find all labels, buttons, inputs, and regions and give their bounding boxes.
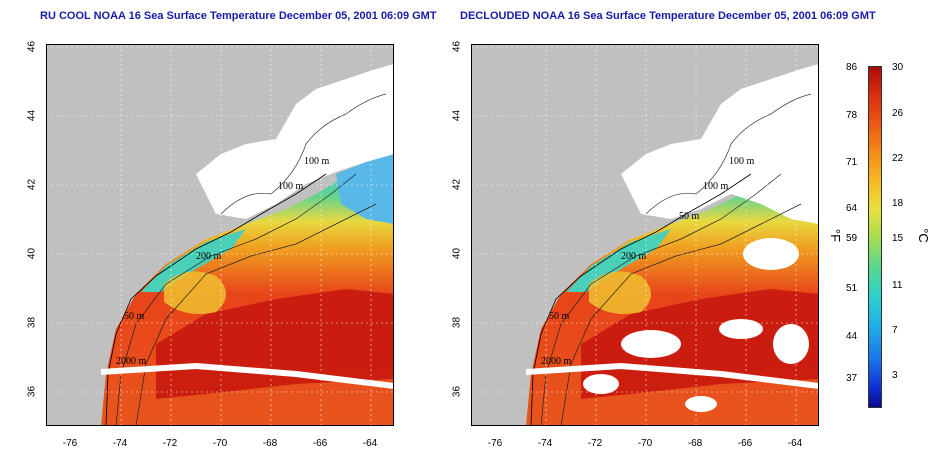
coastline xyxy=(530,173,752,426)
contour-label-2000m: 2000 m xyxy=(541,356,572,367)
lon-tick: -74 xyxy=(112,438,128,449)
contour-label-100m-a: 100 m xyxy=(304,156,330,167)
fahrenheit-tick: 59 xyxy=(846,233,858,244)
fahrenheit-tick: 44 xyxy=(846,331,858,342)
lon-tick: -66 xyxy=(312,438,328,449)
lon-tick: -72 xyxy=(162,438,178,449)
lat-tick: 36 xyxy=(451,385,463,398)
gulf-of-maine xyxy=(621,64,819,224)
contour-label-50m-north: 50 m xyxy=(679,211,700,222)
contour-label-2000m: 2000 m xyxy=(116,356,147,367)
lat-tick: 40 xyxy=(451,247,463,260)
contour-100m xyxy=(220,93,387,215)
map-frame xyxy=(471,44,819,426)
lon-tick: -68 xyxy=(687,438,703,449)
contour-2000m xyxy=(135,203,377,426)
lon-tick: -70 xyxy=(212,438,228,449)
contour-2000m xyxy=(560,203,802,426)
celsius-tick: 11 xyxy=(892,280,903,291)
contour-200m xyxy=(540,173,782,426)
cold-shelf-water xyxy=(141,229,246,292)
yellow-eddy xyxy=(589,271,651,315)
lon-tick: -72 xyxy=(587,438,603,449)
lon-tick: -76 xyxy=(62,438,78,449)
lon-tick: -64 xyxy=(362,438,378,449)
lat-tick: 44 xyxy=(451,109,463,122)
lon-tick: -64 xyxy=(787,438,803,449)
colorbar xyxy=(868,66,882,408)
contour-label-100m-a: 100 m xyxy=(729,156,755,167)
contour-label-50m: 50 m xyxy=(549,311,570,322)
fahrenheit-tick: 78 xyxy=(846,110,858,121)
contour-label-100m-b: 100 m xyxy=(278,181,304,192)
contour-200m xyxy=(115,173,357,426)
lon-tick: -66 xyxy=(737,438,753,449)
title-left: RU COOL NOAA 16 Sea Surface Temperature … xyxy=(40,10,437,22)
contour-label-100m-b: 100 m xyxy=(703,181,729,192)
satellite-swath-gap xyxy=(525,362,819,389)
lat-tick: 42 xyxy=(26,178,38,191)
yellow-eddy xyxy=(164,271,226,315)
sst-map-left: 100 m 100 m 200 m 50 m 2000 m xyxy=(46,44,394,426)
lon-tick: -74 xyxy=(537,438,553,449)
celsius-tick: 15 xyxy=(892,233,904,244)
lon-tick: -68 xyxy=(262,438,278,449)
coastline xyxy=(105,173,327,426)
lat-tick: 42 xyxy=(451,178,463,191)
lat-lon-grid xyxy=(471,44,819,426)
celsius-tick: 18 xyxy=(892,198,904,209)
celsius-tick: 30 xyxy=(892,62,904,73)
celsius-tick: 22 xyxy=(892,153,904,164)
fahrenheit-tick: 86 xyxy=(846,62,858,73)
nova-scotia-water xyxy=(336,154,394,224)
lat-tick: 44 xyxy=(26,109,38,122)
unit-fahrenheit: °F xyxy=(828,228,844,243)
map-right-canvas: 100 m 100 m 50 m 200 m 50 m 2000 m xyxy=(471,44,819,426)
cold-shelf-water xyxy=(566,229,671,292)
fahrenheit-tick: 51 xyxy=(846,283,858,294)
lat-tick: 46 xyxy=(451,40,463,53)
lat-tick: 38 xyxy=(451,316,463,329)
unit-celsius: °C xyxy=(915,228,931,243)
contour-label-200m: 200 m xyxy=(621,251,647,262)
lon-tick: -70 xyxy=(637,438,653,449)
lat-tick: 38 xyxy=(26,316,38,329)
celsius-tick: 26 xyxy=(892,108,904,119)
fahrenheit-tick: 37 xyxy=(846,373,858,384)
colorbar-gradient xyxy=(868,66,882,408)
title-right: DECLOUDED NOAA 16 Sea Surface Temperatur… xyxy=(460,10,876,22)
map-left-canvas: 100 m 100 m 200 m 50 m 2000 m xyxy=(46,44,394,426)
lat-lon-grid xyxy=(46,44,394,426)
contour-label-50m: 50 m xyxy=(124,311,145,322)
warm-core xyxy=(581,289,819,399)
contour-100m xyxy=(645,93,812,215)
lat-tick: 36 xyxy=(26,385,38,398)
sst-map-right: 100 m 100 m 50 m 200 m 50 m 2000 m xyxy=(471,44,819,426)
celsius-tick: 3 xyxy=(892,370,898,381)
lon-tick: -76 xyxy=(487,438,503,449)
lat-tick: 46 xyxy=(26,40,38,53)
satellite-swath-gap xyxy=(100,362,394,389)
celsius-tick: 7 xyxy=(892,325,898,336)
contour-label-200m: 200 m xyxy=(196,251,222,262)
fahrenheit-tick: 64 xyxy=(846,203,858,214)
fahrenheit-tick: 71 xyxy=(846,157,858,168)
map-frame xyxy=(46,44,394,426)
lat-tick: 40 xyxy=(26,247,38,260)
warm-core xyxy=(156,289,394,399)
gulf-of-maine xyxy=(196,64,394,219)
